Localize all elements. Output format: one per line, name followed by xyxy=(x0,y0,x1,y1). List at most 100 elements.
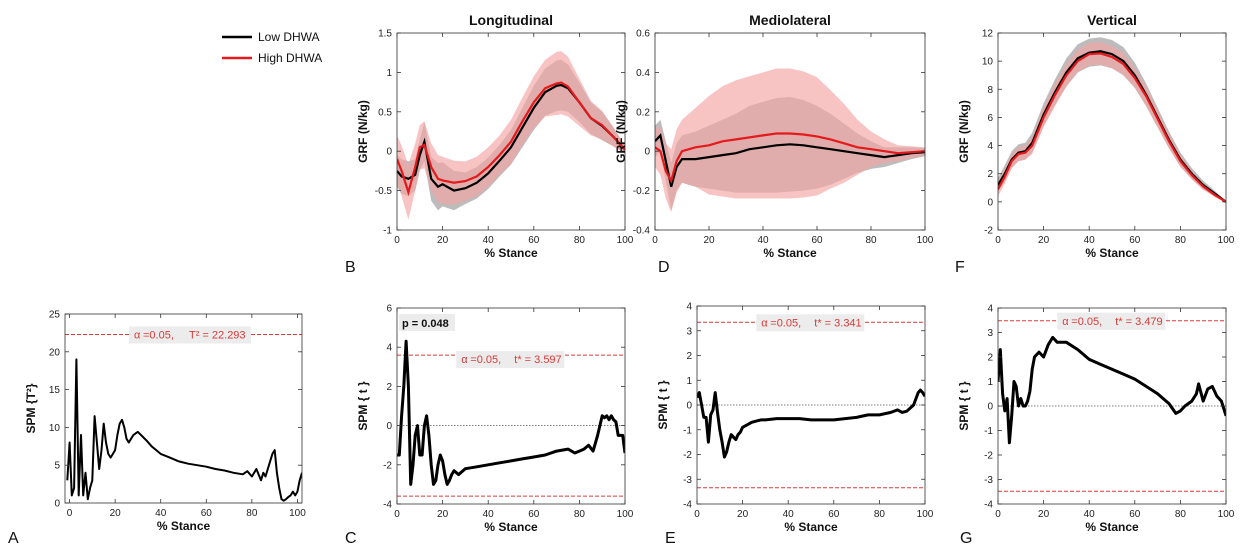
y-tick-label: 15 xyxy=(49,385,61,396)
x-axis-label: % Stance xyxy=(484,520,538,534)
y-axis-label: SPM { t } xyxy=(656,380,670,430)
y-tick-label: 0.4 xyxy=(636,68,650,79)
axes-frame xyxy=(396,307,626,505)
y-axis-label: SPM {T²} xyxy=(24,383,38,433)
y-tick-label: -3 xyxy=(984,475,993,486)
x-tick-label: 0 xyxy=(995,235,1001,246)
y-axis-label: SPM { t } xyxy=(356,381,370,431)
band-high-dhwa xyxy=(655,68,925,213)
x-tick-label: 100 xyxy=(289,508,306,519)
y-tick-label: 4 xyxy=(987,304,993,315)
y-tick-label: 0 xyxy=(386,421,392,432)
x-tick-label: 100 xyxy=(917,509,934,520)
chart-title: Mediolateral xyxy=(749,12,831,28)
y-tick-label: 4 xyxy=(686,302,692,313)
y-tick-label: 0.5 xyxy=(378,107,392,118)
axes-frame xyxy=(654,32,926,231)
y-tick-label: 0 xyxy=(386,147,392,158)
pvalue-box xyxy=(399,314,455,331)
x-tick-label: 0 xyxy=(995,509,1001,520)
y-tick-label: -4 xyxy=(683,500,692,511)
x-axis-label: % Stance xyxy=(1085,246,1139,260)
y-tick-label: -2 xyxy=(984,451,993,462)
panel-letter: A xyxy=(8,530,19,546)
x-tick-label: 40 xyxy=(783,509,795,520)
x-tick-label: 80 xyxy=(574,235,586,246)
x-tick-label: 80 xyxy=(1175,509,1187,520)
y-tick-label: 0 xyxy=(987,402,993,413)
threshold-alpha-value: =0.05, xyxy=(143,329,174,341)
x-tick-label: 80 xyxy=(574,509,586,520)
y-tick-label: -2 xyxy=(683,450,692,461)
x-tick-label: 0 xyxy=(394,235,400,246)
threshold-label-box xyxy=(128,326,251,344)
x-tick-label: 100 xyxy=(917,235,934,246)
x-axis-label: % Stance xyxy=(1085,520,1139,534)
panel-e: α =0.05, t* = 3.341 0 20 40 60 80 100 -4 -3 -2 -1 0 1 2… xyxy=(656,302,934,546)
axes-frame xyxy=(396,32,626,231)
y-tick-label: 0 xyxy=(987,197,993,208)
y-tick-label: 0 xyxy=(686,401,692,412)
series-line-low-dhwa xyxy=(998,50,1226,203)
axes-frame xyxy=(64,313,303,504)
x-tick-label: 60 xyxy=(1129,235,1141,246)
threshold-label-box xyxy=(756,314,865,332)
y-tick-label: -0.4 xyxy=(633,226,651,237)
x-tick-label: 60 xyxy=(828,509,840,520)
x-tick-label: 40 xyxy=(483,509,495,520)
threshold-alpha-value: =0.05, xyxy=(770,317,801,329)
x-tick-label: 20 xyxy=(737,509,749,520)
chart-title: Longitudinal xyxy=(469,12,553,28)
y-tick-label: 5 xyxy=(54,461,60,472)
y-tick-label: 2 xyxy=(686,351,692,362)
x-tick-label: 80 xyxy=(1175,235,1187,246)
x-tick-label: 80 xyxy=(865,235,877,246)
y-tick-label: 8 xyxy=(987,85,993,96)
y-axis-label: GRF (N/kg) xyxy=(957,100,971,163)
band-high-dhwa xyxy=(998,42,1226,203)
y-tick-label: 20 xyxy=(49,347,61,358)
panel-letter: B xyxy=(345,259,356,276)
legend: Low DHWA High DHWA xyxy=(222,30,322,65)
y-tick-label: 12 xyxy=(982,29,994,40)
x-tick-label: 0 xyxy=(67,508,73,519)
y-tick-label: -4 xyxy=(984,500,993,511)
plot-area xyxy=(655,68,925,213)
x-tick-label: 20 xyxy=(1038,235,1050,246)
threshold-alpha-symbol: α xyxy=(461,354,468,366)
pvalue-label: p = 0.048 xyxy=(402,318,449,330)
x-tick-label: 40 xyxy=(1084,509,1096,520)
y-tick-label: 0 xyxy=(54,499,60,510)
y-tick-label: 25 xyxy=(49,310,61,321)
y-tick-label: -0.2 xyxy=(633,186,651,197)
x-tick-label: 100 xyxy=(1218,509,1235,520)
panel-b: Longitudinal 0 20 40 60 80 100 -1 -0.5 0 0.5 1 1.5 % … xyxy=(345,12,634,276)
plot-area xyxy=(697,321,925,489)
x-tick-label: 80 xyxy=(874,509,886,520)
plot-area xyxy=(397,339,625,497)
y-tick-label: -2 xyxy=(984,226,993,237)
band-high-dhwa xyxy=(397,51,625,220)
panel-letter: G xyxy=(960,530,972,546)
x-tick-label: 20 xyxy=(437,235,449,246)
threshold-alpha-value: =0.05, xyxy=(1071,316,1102,328)
x-axis-label: % Stance xyxy=(157,519,211,533)
threshold-statistic: T² = 22.293 xyxy=(189,329,246,341)
x-tick-label: 20 xyxy=(1038,509,1050,520)
spm-trace xyxy=(998,335,1226,445)
threshold-statistic: t* = 3.597 xyxy=(514,354,561,366)
y-tick-label: 1 xyxy=(386,68,392,79)
threshold-alpha-symbol: α xyxy=(1062,316,1069,328)
panel-letter: D xyxy=(658,259,670,276)
x-tick-label: 60 xyxy=(201,508,213,519)
x-tick-label: 20 xyxy=(110,508,122,519)
spm-trace xyxy=(397,339,625,486)
threshold-label-box xyxy=(456,351,565,369)
x-tick-label: 40 xyxy=(155,508,167,519)
x-axis-label: % Stance xyxy=(784,520,838,534)
threshold-label-box xyxy=(1057,312,1166,330)
x-tick-label: 0 xyxy=(652,235,658,246)
